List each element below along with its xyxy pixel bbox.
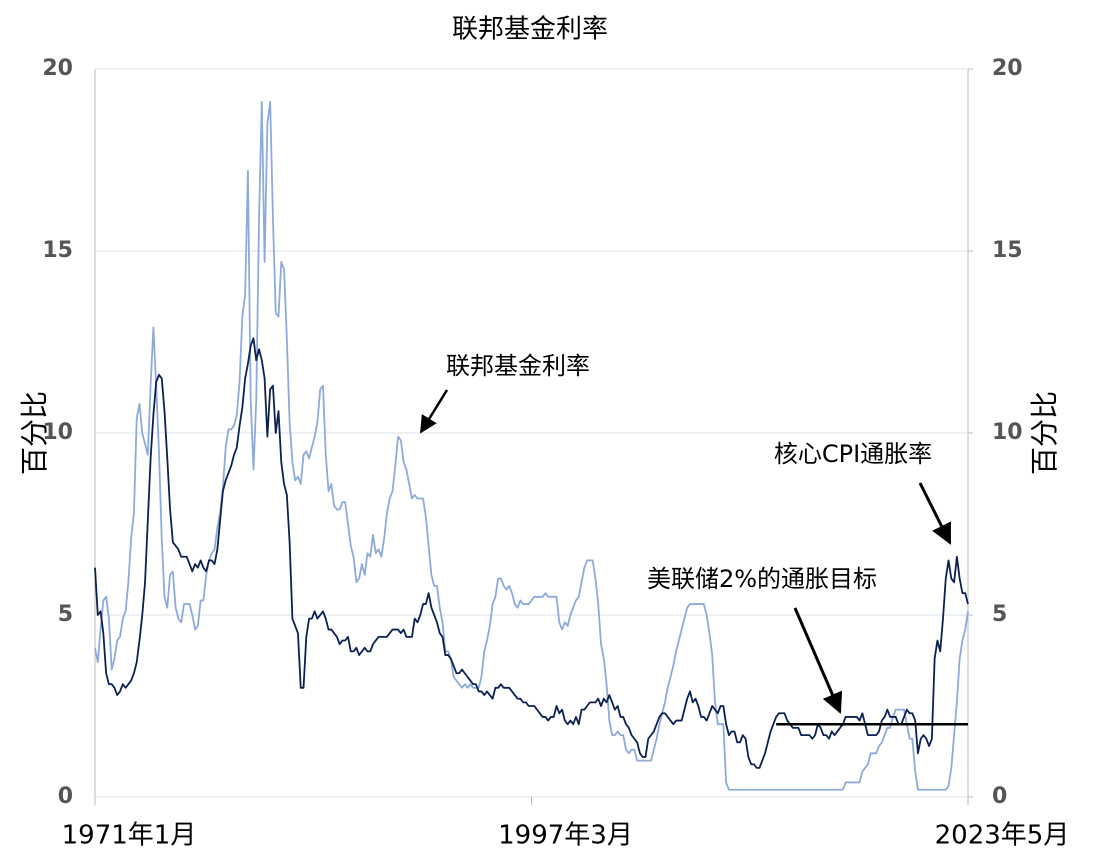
series-line	[94, 100, 969, 791]
y-tick-label: 5	[58, 602, 73, 627]
y2-axis-label: 百分比	[1028, 391, 1061, 475]
y2-tick-label: 10	[992, 420, 1023, 445]
annotation-arrow	[918, 482, 952, 545]
annotation: 核心CPI通胀率	[774, 440, 932, 468]
y-tick-label: 15	[42, 238, 73, 263]
y2-tick-label: 20	[992, 56, 1023, 81]
chart-title: 联邦基金利率	[452, 15, 608, 45]
x-tick-label: 2023年5月	[935, 821, 1070, 851]
y-tick-label: 20	[42, 56, 73, 81]
x-tick-label: 1997年3月	[498, 821, 633, 851]
annotation-arrow	[793, 607, 843, 714]
annotation-arrow	[419, 389, 449, 434]
y-tick-label: 10	[42, 420, 73, 445]
annotation: 联邦基金利率	[446, 352, 590, 380]
y-tick-label: 0	[58, 784, 73, 809]
y2-tick-label: 0	[992, 784, 1007, 809]
y2-tick-label: 5	[992, 602, 1007, 627]
series-line	[94, 337, 969, 769]
y-axis-label: 百分比	[18, 391, 51, 475]
annotation: 美联储2%的通胀目标	[647, 565, 877, 593]
x-tick-label: 1971年1月	[62, 821, 197, 851]
y2-tick-label: 15	[992, 238, 1023, 263]
